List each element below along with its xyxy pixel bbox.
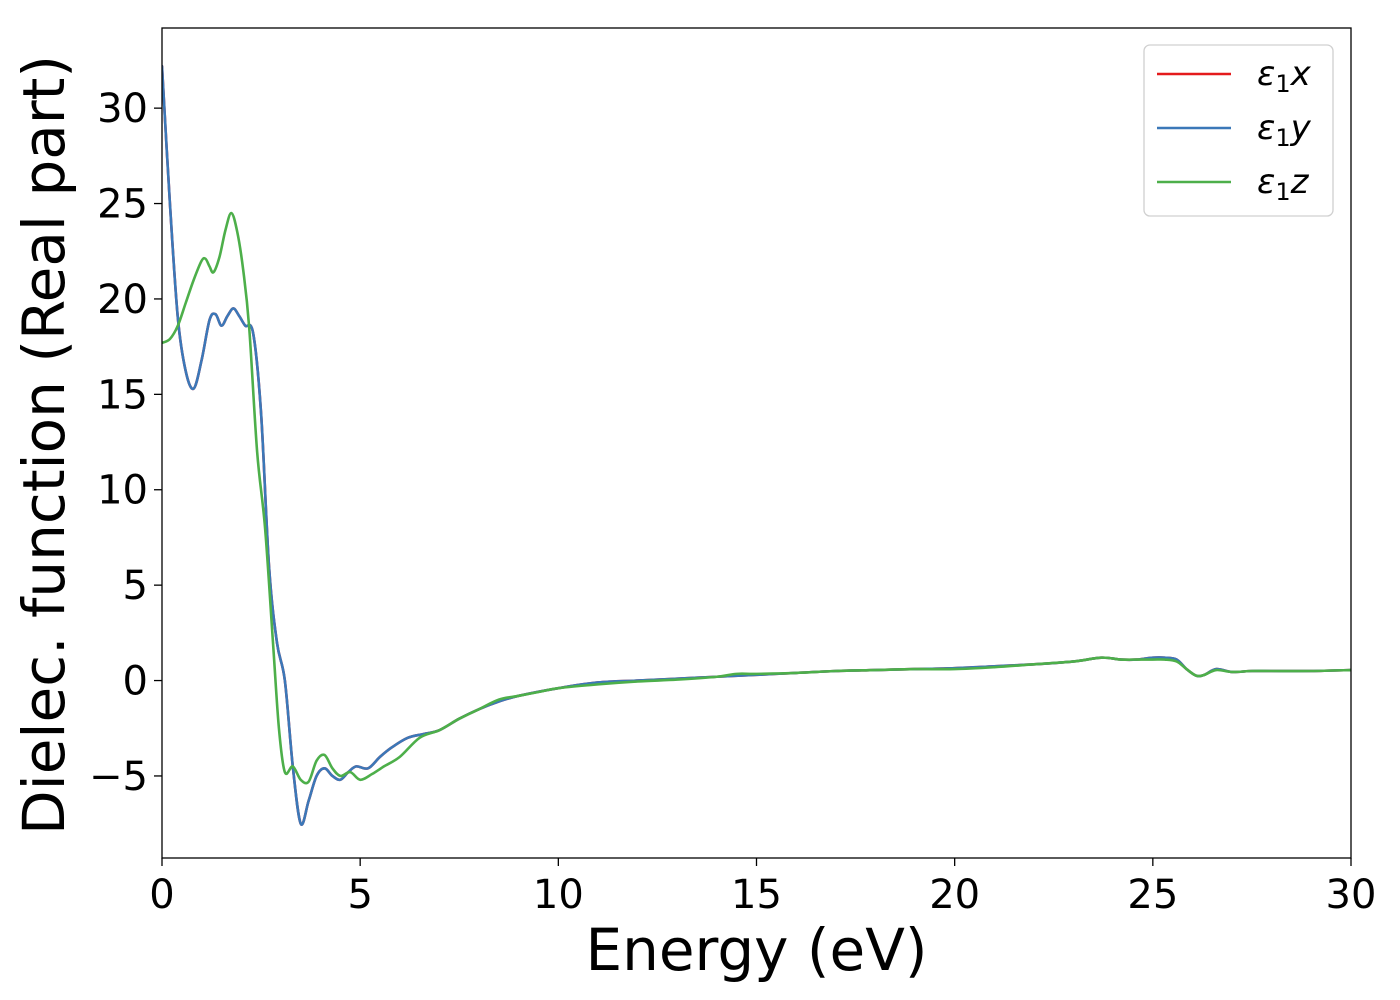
y-tick-label: 20 (97, 277, 148, 323)
legend-label-y: ε1y (1257, 108, 1312, 152)
y-tick-label: 0 (123, 659, 148, 705)
y-tick-label: 15 (97, 372, 148, 418)
x-tick-label: 25 (1127, 872, 1178, 918)
x-axis-ticks: 0 5 10 15 20 25 30 (149, 858, 1376, 918)
y-tick-label: 5 (123, 563, 148, 609)
legend-label-z: ε1z (1257, 162, 1310, 206)
y-tick-label: 30 (97, 86, 148, 132)
x-axis-title: Energy (eV) (585, 916, 927, 984)
y-tick-label: 10 (97, 468, 148, 514)
y-tick-label: −5 (89, 754, 148, 800)
legend-label-x: ε1x (1257, 54, 1312, 98)
x-tick-label: 15 (731, 872, 782, 918)
x-tick-label: 20 (929, 872, 980, 918)
series-line-z (162, 211, 1351, 785)
x-tick-label: 10 (533, 872, 584, 918)
x-tick-label: 5 (347, 872, 372, 918)
x-tick-label: 0 (149, 872, 174, 918)
legend-box (1143, 44, 1334, 217)
x-tick-label: 30 (1326, 872, 1377, 918)
y-axis-ticks: −5 0 5 10 15 20 25 30 (89, 86, 162, 800)
y-tick-label: 25 (97, 182, 148, 228)
y-axis-title: Dielec. function (Real part) (10, 55, 78, 835)
series-layer (162, 64, 1351, 826)
legend: ε1x ε1y ε1z (1143, 44, 1334, 217)
